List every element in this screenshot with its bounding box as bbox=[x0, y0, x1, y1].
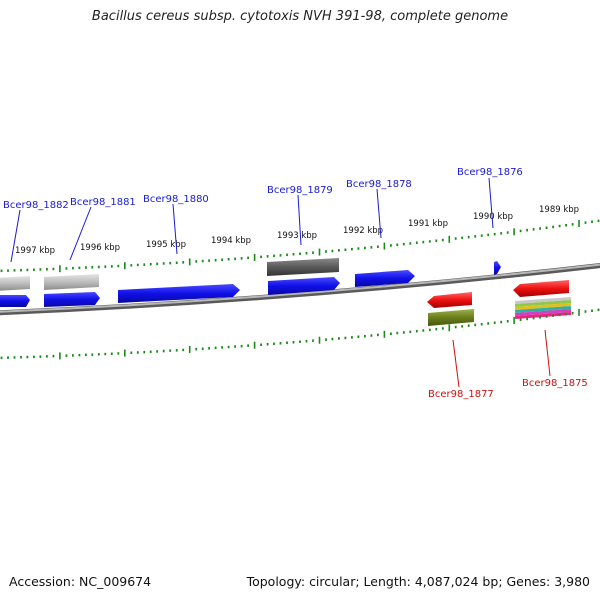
topology-label: Topology: bbox=[246, 574, 306, 589]
reverse-features bbox=[427, 280, 572, 326]
cds-arrow[interactable] bbox=[118, 284, 240, 303]
accession-value: NC_009674 bbox=[79, 574, 152, 589]
length-label: Length: bbox=[363, 574, 411, 589]
gene-arrow-reverse[interactable] bbox=[428, 309, 474, 326]
cds-arrow[interactable] bbox=[355, 270, 415, 287]
scale-label: 1996 kbp bbox=[80, 243, 120, 253]
gene-label-bcer98-1877[interactable]: Bcer98_1877 bbox=[428, 389, 494, 400]
scale-label: 1991 kbp bbox=[408, 219, 448, 229]
reverse-leader-lines bbox=[452, 329, 551, 388]
gene-label-bcer98-1882[interactable]: Bcer98_1882 bbox=[3, 200, 69, 211]
gene-label-bcer98-1880[interactable]: Bcer98_1880 bbox=[143, 194, 209, 205]
cds-arrow[interactable] bbox=[44, 292, 100, 307]
gene-label-bcer98-1878[interactable]: Bcer98_1878 bbox=[346, 179, 412, 190]
cds-arrow[interactable] bbox=[268, 277, 340, 295]
cds-arrow-reverse[interactable] bbox=[513, 280, 569, 297]
scale-ticks-lower bbox=[0, 308, 600, 360]
genes-label: Genes: bbox=[506, 574, 551, 589]
scale-labels: 1997 kbp 1996 kbp 1995 kbp 1994 kbp 1993… bbox=[15, 205, 579, 256]
scale-label: 1995 kbp bbox=[146, 240, 186, 250]
scale-label: 1994 kbp bbox=[211, 236, 251, 246]
gene-arrow[interactable] bbox=[0, 276, 30, 291]
genome-title: Bacillus cereus subsp. cytotoxis NVH 391… bbox=[91, 9, 509, 24]
scale-label: 1990 kbp bbox=[473, 212, 513, 222]
accession-info: Accession: NC_009674 bbox=[9, 574, 151, 589]
length-value: 4,087,024 bp bbox=[414, 574, 499, 589]
gene-arrow[interactable] bbox=[267, 258, 339, 276]
cds-arrow-reverse[interactable] bbox=[427, 292, 472, 308]
scale-label: 1989 kbp bbox=[539, 205, 579, 215]
topology-value: circular bbox=[309, 574, 356, 589]
gene-label-bcer98-1875[interactable]: Bcer98_1875 bbox=[522, 378, 588, 389]
forward-features bbox=[0, 258, 501, 307]
multi-feature-stack[interactable] bbox=[514, 297, 572, 319]
genome-backbone-highlight bbox=[0, 263, 600, 313]
accession-label: Accession: bbox=[9, 574, 76, 589]
gene-label-bcer98-1881[interactable]: Bcer98_1881 bbox=[70, 197, 136, 208]
forward-gene-labels: Bcer98_1882 Bcer98_1881 Bcer98_1880 Bcer… bbox=[3, 167, 523, 211]
scale-ticks-upper bbox=[0, 219, 600, 273]
gene-label-bcer98-1876[interactable]: Bcer98_1876 bbox=[457, 167, 523, 178]
scale-label: 1993 kbp bbox=[277, 231, 317, 241]
gene-arrow[interactable] bbox=[44, 274, 99, 290]
gene-label-bcer98-1879[interactable]: Bcer98_1879 bbox=[267, 185, 333, 196]
genes-value: 3,980 bbox=[554, 574, 590, 589]
genome-stats: Topology: circular; Length: 4,087,024 bp… bbox=[246, 574, 590, 589]
cds-arrow[interactable] bbox=[494, 261, 501, 275]
scale-label: 1992 kbp bbox=[343, 226, 383, 236]
scale-label: 1997 kbp bbox=[15, 246, 55, 256]
cds-arrow[interactable] bbox=[0, 295, 30, 307]
reverse-gene-labels: Bcer98_1877 Bcer98_1875 bbox=[428, 378, 588, 400]
forward-leader-lines bbox=[10, 177, 494, 263]
